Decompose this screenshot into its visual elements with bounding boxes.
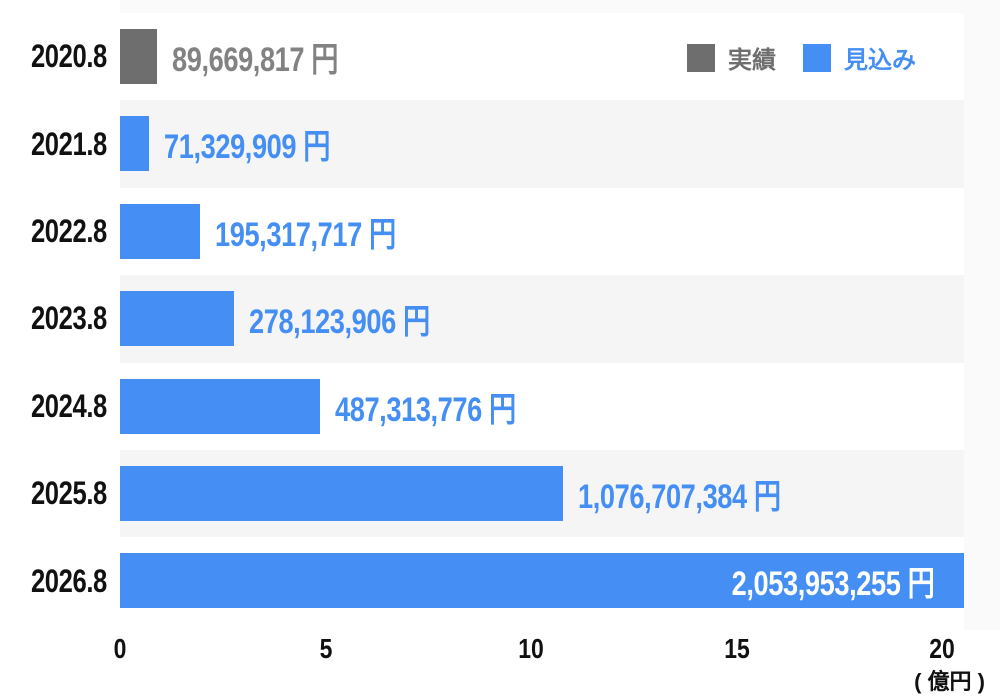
chart-row: 2026.8 2,053,953,255 円 (31, 537, 964, 625)
x-axis-tick-label: 15 (723, 633, 750, 664)
value-label: 2,053,953,255 円 (681, 553, 934, 608)
chart-row: 2024.8 487,313,776 円 (31, 362, 964, 450)
forecast-bar (120, 466, 563, 521)
legend-label-actual: 実績 (728, 47, 776, 74)
category-label: 2020.8 (12, 13, 107, 100)
category-label-text: 2021.8 (31, 125, 107, 162)
forecast-bar (120, 203, 201, 259)
value-label-text: 195,317,717 円 (215, 215, 397, 254)
forecast-bar (120, 291, 235, 347)
actual-bar (120, 29, 157, 84)
category-label-text: 2025.8 (31, 475, 107, 512)
value-label-text: 89,669,817 円 (171, 41, 338, 79)
chart-row: 2022.8 195,317,717 円 (31, 187, 964, 276)
category-label-text: 2022.8 (31, 212, 107, 249)
x-axis-tick-label: 20 (929, 633, 955, 664)
category-label: 2022.8 (12, 188, 107, 275)
chart-row: 2025.8 1,076,707,384 円 (31, 450, 964, 538)
value-label: 195,317,717 円 (215, 204, 441, 259)
x-axis-tick-label: 10 (518, 633, 544, 664)
value-label-text: 2,053,953,255 円 (731, 565, 934, 604)
value-label-text: 71,329,909 円 (164, 128, 331, 167)
category-label: 2025.8 (12, 450, 107, 537)
forecast-bar (120, 378, 321, 434)
value-label: 487,313,776 円 (335, 379, 561, 434)
chart-row: 2023.8 278,123,906 円 (31, 275, 964, 363)
category-label: 2023.8 (12, 275, 107, 362)
x-axis-tick-label: 5 (319, 633, 332, 664)
value-label-text: 278,123,906 円 (249, 303, 431, 342)
value-label: 1,076,707,384 円 (578, 466, 831, 521)
category-label-text: 2020.8 (31, 38, 107, 75)
category-label-text: 2024.8 (31, 387, 107, 424)
plot-top-margin (120, 0, 964, 13)
category-label: 2021.8 (12, 100, 107, 187)
value-label-text: 487,313,776 円 (335, 390, 517, 429)
category-label-text: 2023.8 (31, 300, 107, 337)
forecast-bar (120, 116, 150, 172)
value-label: 71,329,909 円 (164, 116, 372, 171)
forecast-bar (120, 553, 964, 609)
x-axis-unit-label: ( 億円 ) (914, 669, 985, 694)
legend: 実績 見込み (687, 40, 916, 75)
chart-row: 2021.8 71,329,909 円 (31, 100, 964, 188)
forecast-color-swatch (803, 43, 831, 72)
category-label: 2024.8 (12, 363, 107, 450)
value-label: 89,669,817 円 (172, 29, 380, 84)
value-label: 278,123,906 円 (249, 291, 475, 346)
plot-right-margin (964, 0, 1000, 630)
x-axis-tick-label: 0 (113, 633, 127, 664)
legend-item-forecast: 見込み (803, 40, 916, 75)
value-label-text: 1,076,707,384 円 (577, 478, 781, 516)
actual-color-swatch (687, 43, 715, 72)
legend-label-forecast: 見込み (844, 47, 916, 74)
category-label: 2026.8 (12, 537, 107, 624)
legend-item-actual: 実績 (687, 40, 776, 75)
category-label-text: 2026.8 (31, 562, 107, 599)
